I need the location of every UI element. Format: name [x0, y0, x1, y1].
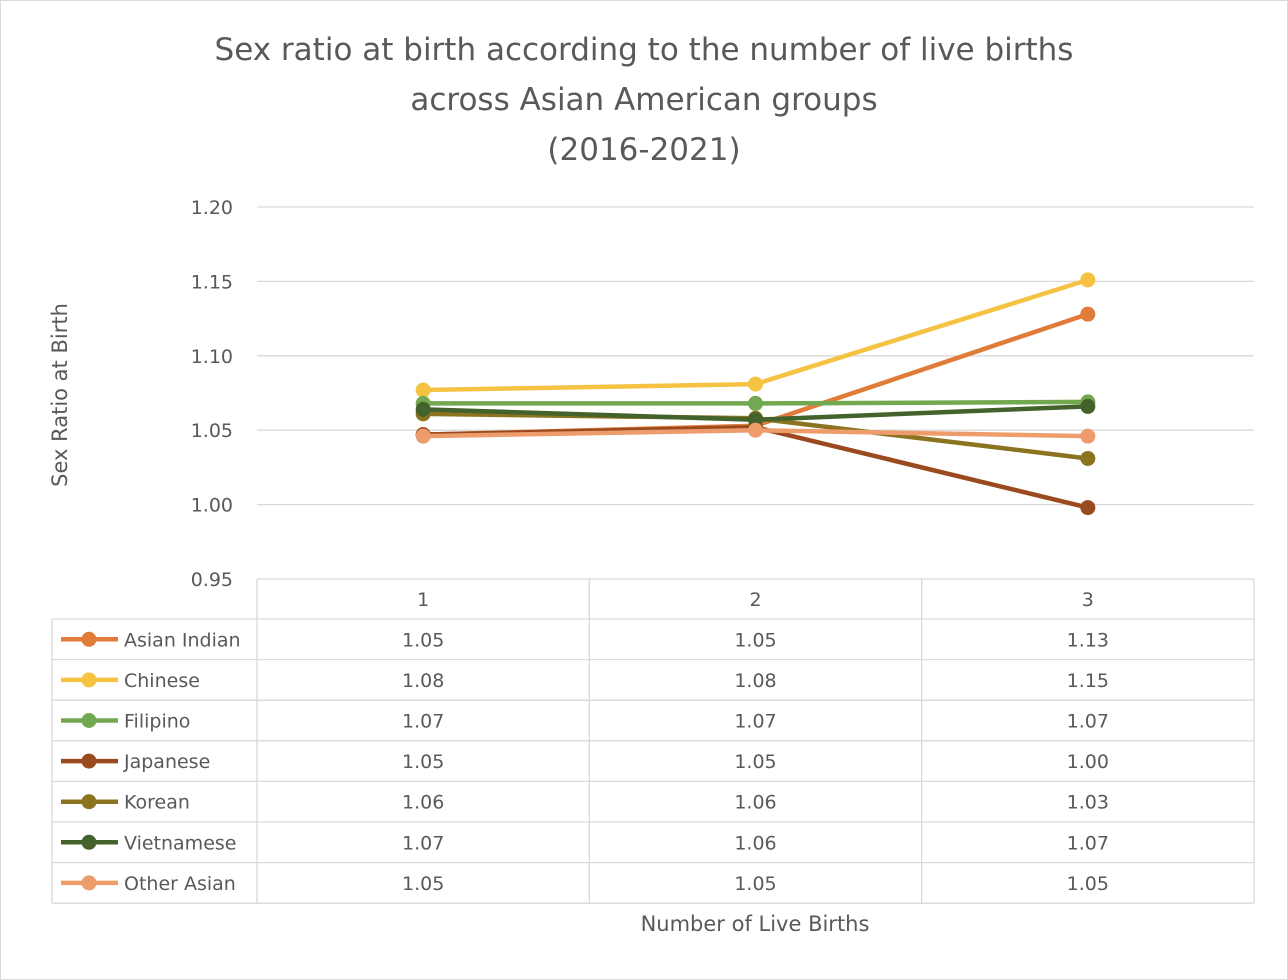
series-line-japanese — [423, 424, 1089, 510]
data-point — [1080, 398, 1096, 414]
chart-title-line-3: (2016-2021) — [547, 132, 741, 168]
table-cell-value: 1.00 — [1067, 751, 1109, 773]
y-tick-label: 1.00 — [191, 495, 233, 517]
table-cell-value: 1.05 — [402, 751, 444, 773]
table-cell-value: 1.06 — [402, 792, 444, 814]
legend-label: Filipino — [124, 711, 190, 733]
table-cell-value: 1.08 — [734, 670, 776, 692]
legend-key-marker — [81, 794, 97, 810]
table-cell-value: 1.07 — [734, 711, 776, 733]
data-point — [748, 395, 763, 411]
table-cell-value: 1.05 — [402, 629, 444, 651]
legend-label: Chinese — [124, 670, 200, 692]
legend-label: Japanese — [123, 751, 210, 773]
table-cell-value: 1.08 — [402, 670, 444, 692]
legend-key-marker — [81, 875, 97, 891]
table-cell-value: 1.05 — [1067, 873, 1109, 895]
y-tick-label: 1.20 — [191, 197, 233, 219]
table-cell-value: 1.07 — [402, 832, 444, 854]
legend-key-marker — [81, 672, 97, 688]
chart-title-line-1: Sex ratio at birth according to the numb… — [214, 32, 1074, 68]
data-point — [1080, 306, 1096, 322]
legend-key-marker — [81, 713, 97, 728]
table-cell-value: 1.07 — [402, 711, 444, 733]
table-cell-value: 1.03 — [1067, 792, 1109, 814]
table-cell-value: 1.05 — [734, 751, 776, 773]
data-point — [415, 382, 431, 398]
y-tick-label: 1.05 — [191, 420, 233, 442]
x-tick-label: 3 — [1082, 589, 1094, 611]
table-cell-value: 1.06 — [734, 832, 776, 854]
chart-title-line-2: across Asian American groups — [410, 82, 878, 118]
legend-label: Vietnamese — [124, 832, 236, 854]
data-point — [748, 376, 763, 392]
legend-key-marker — [81, 631, 97, 647]
series-line-chinese — [423, 277, 1089, 393]
table-cell-value: 1.05 — [734, 629, 776, 651]
legend-label: Other Asian — [124, 873, 236, 895]
table-cell-value: 1.15 — [1067, 670, 1109, 692]
data-point — [1080, 428, 1096, 444]
legend-key-marker — [81, 753, 97, 769]
table-cell-value: 1.13 — [1067, 629, 1109, 651]
table-cell-value: 1.05 — [402, 873, 444, 895]
legend-key-marker — [81, 834, 97, 850]
data-point — [1080, 272, 1096, 288]
data-point — [748, 412, 763, 428]
data-point — [1080, 500, 1096, 516]
y-tick-label: 1.15 — [191, 271, 233, 293]
x-tick-label: 1 — [417, 589, 429, 611]
x-axis-label: Number of Live Births — [640, 912, 870, 936]
x-tick-label: 2 — [749, 589, 761, 611]
table-cell-value: 1.07 — [1067, 711, 1109, 733]
data-point — [415, 401, 431, 417]
table-cell-value: 1.07 — [1067, 832, 1109, 854]
legend-label: Asian Indian — [124, 629, 241, 651]
y-tick-label: 0.95 — [191, 569, 233, 591]
data-point — [415, 428, 431, 444]
data-point — [748, 422, 763, 438]
data-point — [1080, 450, 1096, 466]
table-cell-value: 1.06 — [734, 792, 776, 814]
legend-label: Korean — [124, 792, 190, 814]
table-cell-value: 1.05 — [734, 873, 776, 895]
y-tick-label: 1.10 — [191, 346, 233, 368]
